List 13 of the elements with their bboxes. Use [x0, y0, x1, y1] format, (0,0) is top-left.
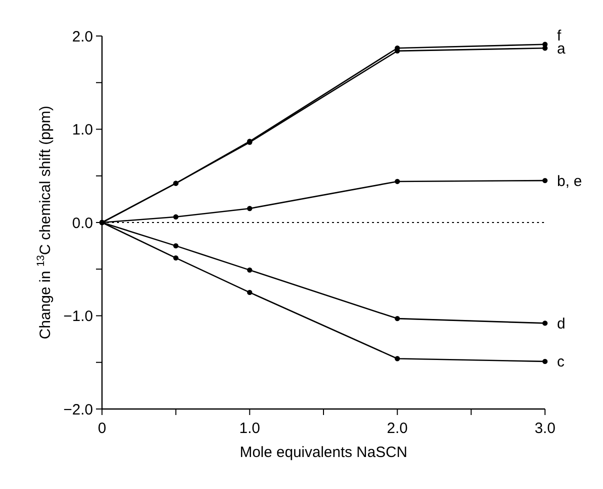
series-label: d — [557, 315, 566, 332]
series-label: c — [557, 354, 565, 371]
series-label: b, e — [557, 172, 582, 190]
x-tick-label: 1.0 — [239, 420, 260, 437]
y-tick-label: −1.0 — [63, 308, 93, 325]
x-axis-title: Mole equivalents NaSCN — [240, 444, 408, 461]
x-tick-label: 3.0 — [534, 420, 556, 437]
y-tick-label: 2.0 — [72, 28, 93, 46]
y-tick-label: −2.0 — [63, 401, 93, 418]
y-tick-label: 1.0 — [72, 122, 93, 138]
y-tick-label: 0.0 — [72, 214, 93, 232]
x-tick-label: 2.0 — [386, 420, 408, 437]
x-tick-label: 0 — [98, 420, 106, 437]
